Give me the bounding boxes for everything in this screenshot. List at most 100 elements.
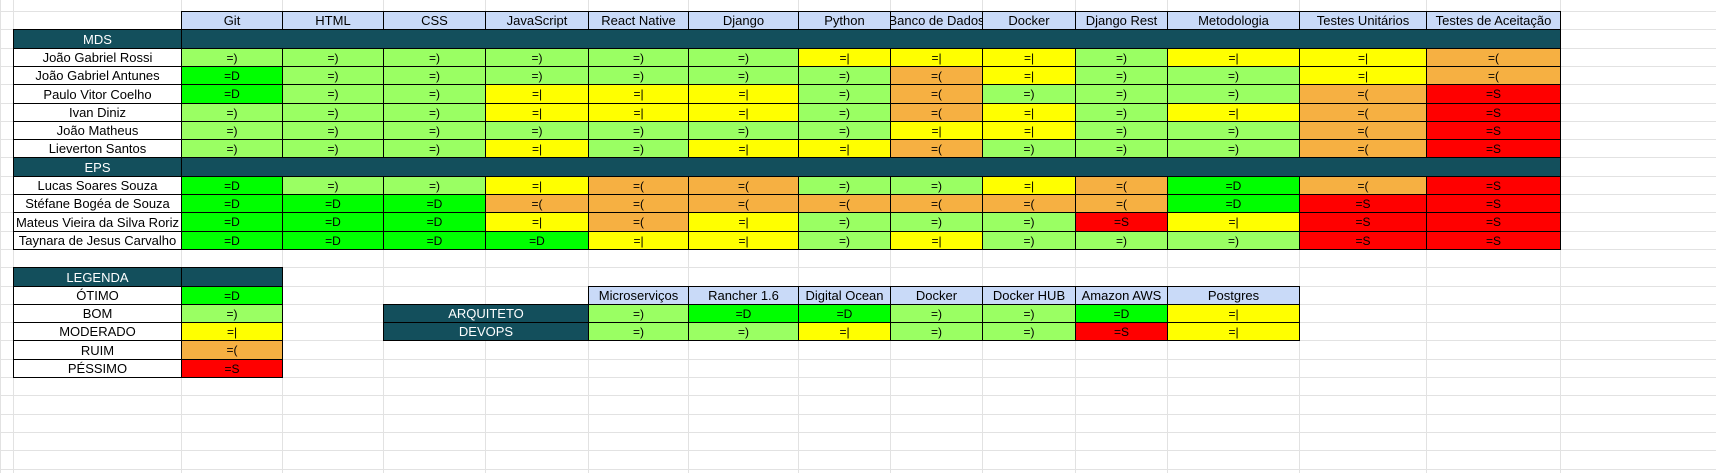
skill-rating[interactable]: =S: [1426, 84, 1561, 104]
skill-rating[interactable]: =): [1075, 48, 1168, 67]
skill-rating[interactable]: =): [798, 176, 891, 195]
skill-rating[interactable]: =D: [383, 212, 486, 232]
skill-rating[interactable]: =): [688, 66, 799, 85]
skill-rating[interactable]: =): [383, 139, 486, 158]
skill-rating[interactable]: =): [588, 66, 689, 85]
skill-rating[interactable]: =): [688, 121, 799, 140]
skill-rating[interactable]: =): [1075, 66, 1168, 85]
skill-rating[interactable]: =(: [890, 103, 983, 122]
infra-column-header[interactable]: Rancher 1.6: [688, 286, 799, 305]
skill-rating[interactable]: =|: [588, 84, 689, 104]
skill-rating[interactable]: =S: [1426, 139, 1561, 158]
skill-rating[interactable]: =): [282, 103, 384, 122]
column-header[interactable]: Banco de Dados: [890, 11, 983, 30]
skill-rating[interactable]: =): [798, 212, 891, 232]
infra-rating[interactable]: =|: [798, 322, 891, 341]
skill-rating[interactable]: =D: [181, 66, 283, 85]
group-header[interactable]: EPS: [13, 157, 182, 177]
skill-rating[interactable]: =(: [1426, 66, 1561, 85]
skill-rating[interactable]: =(: [588, 212, 689, 232]
skill-rating[interactable]: =S: [1426, 103, 1561, 122]
skill-rating[interactable]: =S: [1426, 121, 1561, 140]
skill-rating[interactable]: =): [485, 121, 589, 140]
skill-rating[interactable]: =(: [688, 194, 799, 213]
skill-rating[interactable]: =|: [1167, 212, 1300, 232]
skill-rating[interactable]: =): [383, 103, 486, 122]
column-header[interactable]: React Native: [588, 11, 689, 30]
skill-rating[interactable]: =): [798, 121, 891, 140]
infra-column-header[interactable]: Docker HUB: [982, 286, 1076, 305]
skill-rating[interactable]: =D: [181, 212, 283, 232]
column-header[interactable]: Testes Unitários: [1299, 11, 1427, 30]
skill-rating[interactable]: =D: [1167, 194, 1300, 213]
skill-rating[interactable]: =|: [1299, 66, 1427, 85]
skill-rating[interactable]: =(: [1299, 84, 1427, 104]
member-name[interactable]: Lieverton Santos: [13, 139, 182, 158]
skill-rating[interactable]: =|: [1299, 48, 1427, 67]
skill-rating[interactable]: =S: [1299, 231, 1427, 250]
skill-rating[interactable]: =(: [1299, 176, 1427, 195]
skill-rating[interactable]: =): [890, 176, 983, 195]
skill-rating[interactable]: =): [1075, 231, 1168, 250]
skill-rating[interactable]: =): [798, 66, 891, 85]
skill-rating[interactable]: =S: [1426, 194, 1561, 213]
skill-rating[interactable]: =D: [485, 231, 589, 250]
skill-rating[interactable]: =(: [1299, 139, 1427, 158]
column-header[interactable]: Testes de Aceitação: [1426, 11, 1561, 30]
skill-rating[interactable]: =): [688, 48, 799, 67]
skill-rating[interactable]: =): [982, 84, 1076, 104]
skill-rating[interactable]: =|: [982, 48, 1076, 67]
skill-rating[interactable]: =): [588, 121, 689, 140]
skill-rating[interactable]: =(: [1075, 194, 1168, 213]
column-header[interactable]: Metodologia: [1167, 11, 1300, 30]
infra-rating[interactable]: =): [588, 322, 689, 341]
skill-rating[interactable]: =): [383, 176, 486, 195]
skill-rating[interactable]: =): [282, 176, 384, 195]
skill-rating[interactable]: =(: [890, 139, 983, 158]
legend-label[interactable]: RUIM: [13, 340, 182, 360]
skill-rating[interactable]: =): [282, 139, 384, 158]
skill-rating[interactable]: =): [383, 48, 486, 67]
skill-rating[interactable]: =|: [982, 103, 1076, 122]
skill-rating[interactable]: =(: [1426, 48, 1561, 67]
skill-rating[interactable]: =|: [890, 121, 983, 140]
legend-swatch[interactable]: =S: [181, 359, 283, 378]
skill-rating[interactable]: =S: [1075, 212, 1168, 232]
skill-rating[interactable]: =(: [1299, 103, 1427, 122]
infra-rating[interactable]: =): [890, 322, 983, 341]
skill-rating[interactable]: =D: [282, 231, 384, 250]
skill-rating[interactable]: =): [1167, 139, 1300, 158]
infra-rating[interactable]: =D: [798, 304, 891, 323]
skill-rating[interactable]: =): [1167, 121, 1300, 140]
group-header[interactable]: MDS: [13, 29, 182, 49]
skill-rating[interactable]: =): [282, 84, 384, 104]
skill-rating[interactable]: =D: [282, 194, 384, 213]
legend-swatch[interactable]: =D: [181, 286, 283, 305]
skill-rating[interactable]: =|: [798, 139, 891, 158]
skill-rating[interactable]: =|: [588, 103, 689, 122]
skill-rating[interactable]: =(: [588, 176, 689, 195]
skill-rating[interactable]: =): [1075, 121, 1168, 140]
legend-swatch[interactable]: =(: [181, 340, 283, 360]
skill-rating[interactable]: =|: [688, 103, 799, 122]
skill-rating[interactable]: =|: [485, 84, 589, 104]
legend-label[interactable]: PÉSSIMO: [13, 359, 182, 378]
skill-rating[interactable]: =D: [383, 194, 486, 213]
skill-rating[interactable]: =|: [588, 231, 689, 250]
skill-rating[interactable]: =): [282, 121, 384, 140]
skill-rating[interactable]: =D: [1167, 176, 1300, 195]
skill-rating[interactable]: =): [485, 66, 589, 85]
skill-rating[interactable]: =): [1075, 103, 1168, 122]
skill-rating[interactable]: =D: [181, 176, 283, 195]
skill-rating[interactable]: =): [383, 121, 486, 140]
skill-rating[interactable]: =): [890, 212, 983, 232]
member-name[interactable]: Ivan Diniz: [13, 103, 182, 122]
skill-rating[interactable]: =|: [982, 66, 1076, 85]
skill-rating[interactable]: =D: [383, 231, 486, 250]
skill-rating[interactable]: =(: [890, 66, 983, 85]
infra-rating[interactable]: =): [588, 304, 689, 323]
skill-rating[interactable]: =|: [485, 139, 589, 158]
infra-column-header[interactable]: Docker: [890, 286, 983, 305]
skill-rating[interactable]: =|: [890, 231, 983, 250]
